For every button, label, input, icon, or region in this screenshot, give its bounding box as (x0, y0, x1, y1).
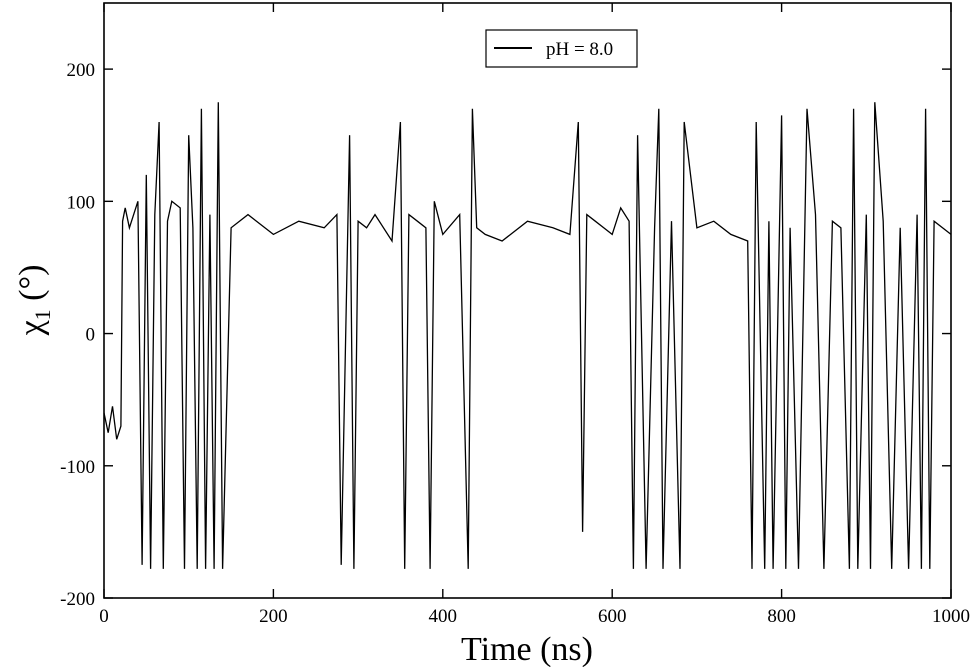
x-tick-label: 0 (99, 606, 109, 627)
x-tick-label: 800 (767, 606, 796, 627)
series-line-ph-8 (103, 102, 952, 569)
x-tick-label: 1000 (932, 606, 970, 627)
x-axis: 0 200 400 600 800 1000 (99, 3, 970, 627)
y-tick-label: 100 (67, 192, 96, 213)
y-tick-label: 0 (86, 325, 96, 346)
legend-label: pH = 8.0 (546, 39, 613, 60)
y-axis-title: χ1 (°) (13, 265, 55, 337)
x-tick-label: 400 (429, 606, 458, 627)
y-axis: -200 -100 0 100 200 (60, 60, 951, 610)
y-tick-label: -200 (60, 589, 95, 610)
x-tick-label: 200 (259, 606, 288, 627)
y-tick-label: -100 (60, 457, 95, 478)
plot-frame (103, 2, 952, 599)
x-tick-label: 600 (598, 606, 627, 627)
x-axis-title: Time (ns) (461, 631, 593, 667)
y-tick-label: 200 (67, 60, 96, 81)
legend: pH = 8.0 (485, 29, 638, 68)
